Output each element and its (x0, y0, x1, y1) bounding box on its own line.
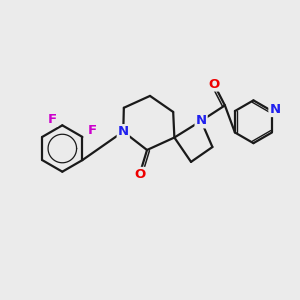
Text: N: N (118, 125, 129, 138)
Text: F: F (48, 113, 57, 126)
Text: O: O (134, 168, 145, 181)
Text: N: N (196, 114, 207, 128)
Text: N: N (269, 103, 281, 116)
Text: O: O (208, 77, 220, 91)
Text: F: F (87, 124, 97, 137)
